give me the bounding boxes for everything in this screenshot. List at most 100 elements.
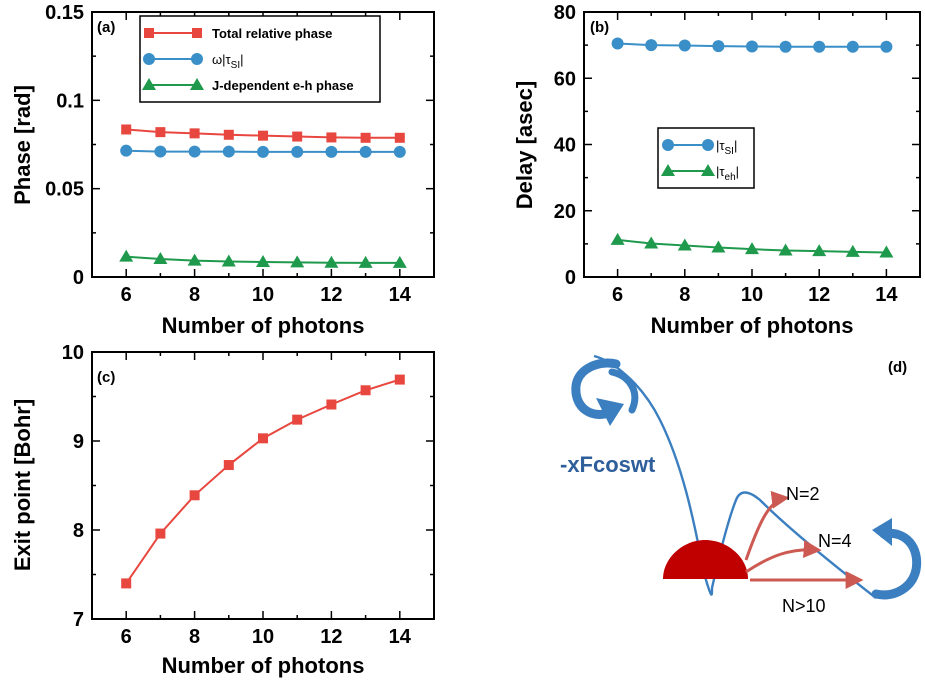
data-point (394, 374, 405, 385)
y-tick-label: 20 (554, 201, 576, 223)
y-axis-label: Delay [asec] (512, 81, 537, 209)
data-point (222, 145, 235, 158)
data-point (258, 130, 268, 141)
y-tick-label: 40 (554, 135, 576, 157)
legend-entry-total-relative-phase: Total relative phase (144, 26, 332, 41)
data-point (325, 145, 338, 158)
data-point (326, 132, 337, 143)
legend-entry-j-dependent: J-dependent e-h phase (142, 78, 354, 93)
legend-label: ω|τSI| (212, 52, 244, 71)
data-point (153, 251, 168, 264)
series-layer (121, 374, 405, 589)
data-point (358, 255, 373, 268)
data-point (812, 244, 827, 257)
y-tick-label: 7 (73, 609, 84, 631)
data-point (292, 414, 303, 425)
data-point (394, 132, 405, 143)
data-point (290, 255, 305, 268)
y-axis-label: Exit point [Bohr] (10, 399, 35, 571)
y-tick-label: 0.1 (56, 90, 84, 112)
x-axis-label: Number of photons (162, 313, 365, 338)
x-axis-label: Number of photons (651, 313, 854, 338)
panel-a-phase-chart: 6 8 10 12 14 0 0.05 0.1 0.15 (a) Number of photo… (10, 2, 435, 338)
data-point (360, 132, 371, 143)
data-point (154, 145, 167, 158)
data-point (677, 238, 692, 251)
data-point (359, 145, 372, 158)
ticks: 6 8 10 12 14 7 8 9 10 (62, 342, 434, 648)
data-point (189, 128, 200, 139)
data-point (610, 232, 625, 245)
data-point (119, 249, 134, 262)
data-point (360, 385, 371, 396)
y-tick-label: 0 (73, 267, 84, 289)
panel-c-exit-point-chart: 6 8 10 12 14 7 8 9 10 (c) Number of photons Exit… (10, 342, 435, 678)
data-point (223, 460, 234, 471)
panel-label: (c) (97, 369, 115, 386)
data-point (779, 40, 792, 53)
x-tick-label: 14 (389, 284, 412, 306)
data-point (120, 144, 133, 157)
x-tick-label: 8 (189, 284, 200, 306)
potential-label: -xFcoswt (560, 452, 656, 477)
legend-label: |τeh| (716, 164, 739, 183)
swirl-arrow-top-left (571, 358, 639, 426)
data-point (778, 243, 793, 256)
data-point (256, 254, 270, 267)
panel-label: (b) (590, 19, 609, 36)
legend-entry-tau-eh: |τeh| (661, 164, 739, 183)
legend: Total relative phase ω|τSI| J-dependent … (139, 15, 381, 103)
x-tick-label: 8 (189, 626, 200, 648)
data-point (121, 124, 132, 135)
x-axis-label: Number of photons (162, 653, 365, 678)
data-point (746, 40, 758, 53)
x-tick-label: 12 (808, 284, 830, 306)
data-point (188, 145, 201, 158)
data-point (393, 145, 406, 158)
legend: |τSI| |τeh| (657, 127, 755, 189)
legend-box (657, 127, 755, 189)
data-point (291, 145, 304, 158)
x-tick-label: 10 (252, 626, 274, 648)
data-point (644, 236, 659, 249)
data-point (712, 40, 725, 53)
data-point (292, 131, 303, 142)
data-point (611, 37, 624, 50)
panel-d-diagram: (d) -xFcoswt N=2 N=4 N>10 (560, 354, 922, 616)
series-line (125, 378, 401, 584)
ticks: 6 8 10 12 14 0 20 40 60 80 (554, 2, 920, 306)
data-point (258, 433, 268, 444)
y-tick-label: 0.15 (45, 2, 84, 24)
legend-label: Total relative phase (212, 26, 332, 41)
data-point (845, 244, 860, 257)
y-tick-label: 80 (554, 2, 576, 24)
n-label-4: N=4 (818, 531, 852, 551)
data-point (879, 245, 894, 258)
y-tick-label: 10 (62, 342, 84, 364)
data-point (678, 39, 691, 52)
panel-label: (d) (888, 359, 907, 376)
x-tick-label: 6 (121, 626, 132, 648)
atom-core (663, 540, 748, 579)
plot-frame (91, 351, 435, 620)
data-point (711, 240, 726, 253)
y-axis-label: Phase [rad] (10, 85, 35, 205)
data-point (326, 399, 337, 410)
y-tick-label: 9 (73, 431, 84, 453)
swirl-arrow-bottom-right (871, 518, 922, 600)
data-point (121, 578, 132, 589)
data-point (155, 127, 166, 138)
x-tick-label: 10 (252, 284, 274, 306)
data-point (846, 40, 859, 53)
data-point (324, 255, 339, 268)
legend-entry-omega-tau-si: ω|τSI| (143, 52, 244, 71)
legend-label: J-dependent e-h phase (212, 78, 354, 93)
y-tick-label: 0 (565, 267, 576, 289)
escape-path-n4 (745, 540, 822, 574)
x-tick-label: 12 (320, 626, 342, 648)
n-label-2: N=2 (786, 484, 820, 504)
data-point (155, 528, 166, 539)
data-point (645, 39, 658, 52)
